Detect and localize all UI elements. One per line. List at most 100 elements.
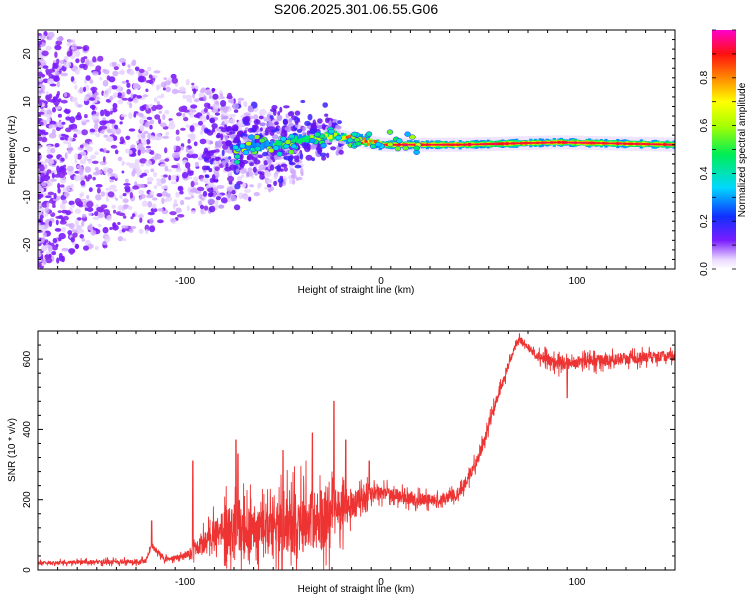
spectrogram-ridge-cell [545, 142, 549, 144]
spectrogram-ridge-cell [341, 136, 345, 141]
spectrogram-noise-cell [175, 191, 180, 198]
spectrogram-ridge-cell [362, 139, 366, 143]
spectrogram-noise-cell [39, 34, 47, 40]
spectrogram-noise-cell [203, 107, 208, 113]
spectrogram-noise-cell [127, 205, 133, 210]
spectrogram-noise-cell [247, 167, 253, 173]
spectrogram-noise-cell [184, 196, 192, 200]
spectrogram-noise-cell [124, 185, 131, 191]
spectrogram-noise-cell [108, 76, 116, 83]
spectrogram-ridge-cell [451, 143, 455, 146]
spectrogram-noise-cell [39, 121, 44, 126]
spectrogram-cluster-cell [283, 105, 290, 109]
spectrogram-noise-cell [52, 62, 59, 69]
spectrogram-noise-cell [128, 149, 133, 155]
spectrogram-noise-cell [41, 201, 48, 208]
spectrogram-cluster-cell [279, 106, 283, 113]
spectrogram-noise-cell [199, 178, 204, 182]
snr-frame [37, 330, 676, 571]
spectrogram-noise-cell [138, 213, 144, 219]
spectrogram-noise-cell [44, 206, 50, 214]
spectrogram-noise-cell [99, 148, 104, 152]
spectrogram-noise-cell [50, 197, 54, 201]
spectrogram-ridge-cell [453, 144, 458, 146]
spectrogram-ridge-cell [653, 143, 657, 145]
spectrogram-cluster-cell [237, 139, 241, 145]
spectrogram-noise-cell [95, 65, 102, 72]
spectrogram-noise-cell [102, 226, 109, 234]
spectrogram-ridge-cell [618, 142, 622, 145]
spectrogram-ridge-cell [345, 136, 349, 139]
spectrogram-ridge-cell [665, 143, 669, 146]
spectrogram-x-tick-label: -100 [175, 276, 195, 287]
spectrogram-ridge-cell [533, 142, 538, 144]
spectrogram-ridge-cell [461, 144, 465, 146]
spectrogram-noise-cell [165, 195, 172, 202]
spectrogram-noise-cell [91, 104, 96, 111]
spectrogram-ridge-cell [432, 144, 436, 146]
spectrogram-ridge-blob [239, 143, 246, 149]
spectrogram-ridge-cell [590, 142, 594, 144]
spectrogram-cluster-cell [281, 129, 286, 134]
spectrogram-cluster-cell [221, 149, 225, 156]
spectrogram-cluster-cell [284, 120, 288, 125]
spectrogram-noise-cell [114, 149, 119, 155]
spectrogram-noise-cell [86, 194, 90, 200]
spectrogram-noise-cell [48, 124, 56, 129]
spectrogram-ridge-cell [573, 141, 578, 144]
spectrogram-noise-cell [95, 169, 103, 175]
spectrogram-cluster-cell [307, 145, 311, 151]
spectrogram-cluster-cell [225, 162, 229, 169]
spectrogram-noise-cell [190, 104, 198, 109]
spectrogram-ridge-blob [248, 134, 255, 140]
spectrogram-noise-cell [145, 160, 152, 167]
spectrogram-noise-cell [192, 92, 196, 99]
spectrogram-noise-cell [38, 71, 43, 77]
spectrogram-noise-cell [79, 63, 86, 69]
spectrogram-noise-cell [94, 123, 99, 130]
spectrogram-noise-cell [66, 165, 74, 172]
spectrogram-noise-cell [48, 220, 53, 227]
spectrogram-cluster-cell [293, 155, 300, 160]
spectrogram-noise-cell [72, 80, 77, 85]
spectrogram-noise-cell [92, 56, 97, 63]
spectrogram-noise-cell [64, 92, 68, 98]
spectrogram-cluster-cell [231, 103, 240, 110]
spectrogram-noise-cell [243, 189, 252, 193]
spectrogram-ridge-cell [265, 140, 269, 147]
spectrogram-noise-cell [74, 45, 77, 52]
spectrogram-noise-cell [79, 159, 87, 165]
spectrogram-cluster-cell [221, 160, 227, 165]
spectrogram-noise-cell [39, 172, 45, 177]
spectrogram-noise-cell [173, 199, 178, 206]
spectrogram-noise-cell [253, 192, 260, 197]
spectrogram-cluster-cell [206, 114, 210, 120]
spectrogram-cluster-cell [258, 115, 264, 120]
spectrogram-ridge-cell [548, 142, 552, 144]
spectrogram-noise-cell [108, 119, 116, 124]
spectrogram-noise-cell [162, 135, 170, 139]
spectrogram-ridge-cell [552, 141, 556, 144]
spectrogram-ridge-cell [298, 134, 302, 143]
spectrogram-noise-cell [111, 85, 118, 90]
spectrogram-noise-cell [59, 176, 67, 184]
spectrogram-noise-cell [159, 122, 167, 128]
spectrogram-noise-cell [168, 123, 176, 130]
spectrogram-noise-cell [52, 198, 59, 202]
spectrogram-noise-cell [163, 174, 168, 178]
spectrogram-noise-cell [229, 98, 235, 104]
spectrogram-noise-cell [102, 80, 109, 87]
spectrogram-noise-cell [45, 257, 53, 264]
spectrogram-noise-cell [193, 182, 199, 186]
spectrogram-noise-cell [124, 178, 129, 184]
spectrogram-ridge-blob [290, 143, 298, 149]
spectrogram-ridge-cell [279, 142, 284, 146]
spectrogram-ridge-cell [616, 142, 620, 145]
spectrogram-noise-cell [72, 232, 78, 238]
spectrogram-noise-cell [187, 167, 191, 172]
spectrogram-ridge-cell [491, 143, 495, 145]
colorbar: 0.0 0.2 0.4 0.6 0.8 Normalized spectral ampl… [699, 29, 748, 276]
spectrogram-ridge-blob [320, 142, 327, 149]
spectrogram-noise-cell [109, 108, 113, 112]
